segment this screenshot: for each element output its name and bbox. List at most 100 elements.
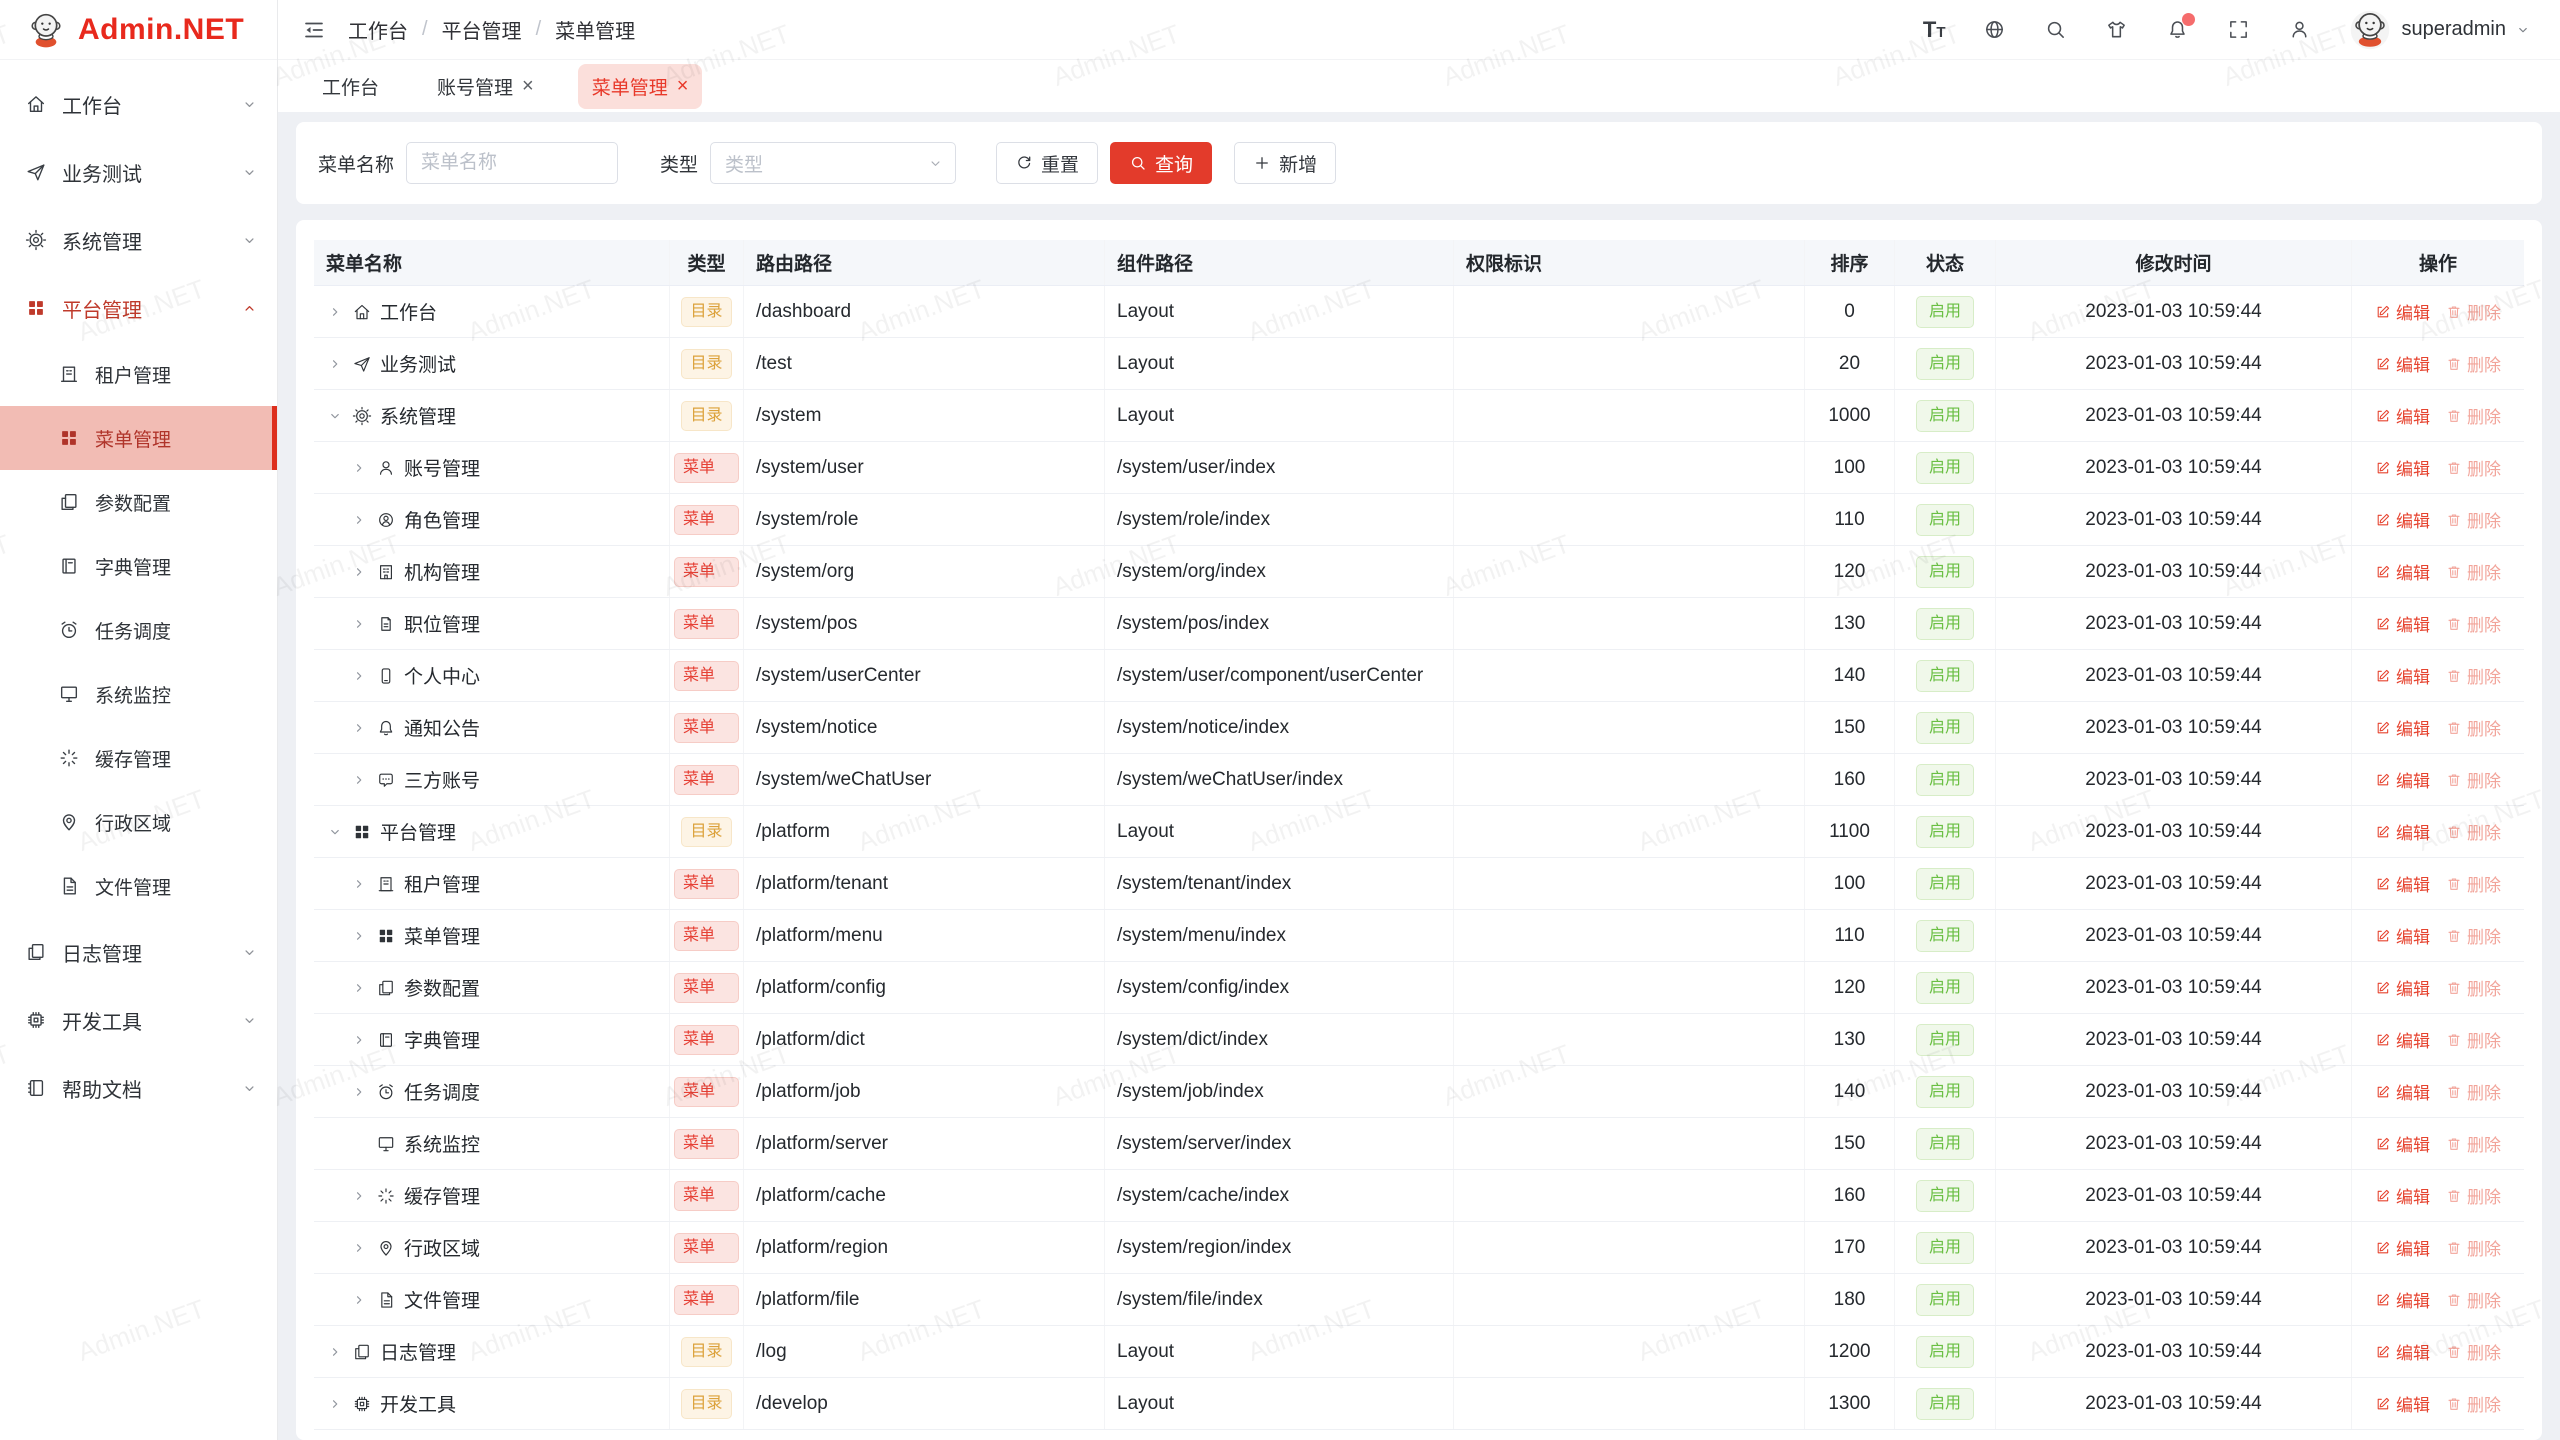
close-icon[interactable]: × (676, 75, 689, 97)
sidebar-item[interactable]: 系统管理 (0, 206, 277, 274)
notification-icon[interactable] (2166, 13, 2196, 41)
expand-icon[interactable] (350, 927, 368, 945)
edit-button[interactable]: 编辑 (2375, 975, 2430, 1000)
sidebar-item[interactable]: 文件管理 (0, 854, 277, 918)
sidebar-item[interactable]: 缓存管理 (0, 726, 277, 790)
expand-icon[interactable] (350, 615, 368, 633)
sidebar-item[interactable]: 日志管理 (0, 918, 277, 986)
sidebar-item[interactable]: 开发工具 (0, 986, 277, 1054)
delete-button[interactable]: 删除 (2446, 715, 2501, 740)
delete-button[interactable]: 删除 (2446, 1131, 2501, 1156)
edit-button[interactable]: 编辑 (2375, 1131, 2430, 1156)
edit-button[interactable]: 编辑 (2375, 1183, 2430, 1208)
logo[interactable]: Admin.NET (0, 0, 277, 60)
edit-button[interactable]: 编辑 (2375, 559, 2430, 584)
expand-icon[interactable] (350, 719, 368, 737)
delete-button[interactable]: 删除 (2446, 351, 2501, 376)
edit-button[interactable]: 编辑 (2375, 611, 2430, 636)
edit-button[interactable]: 编辑 (2375, 351, 2430, 376)
tab-item[interactable]: 账号管理 × (423, 64, 548, 109)
close-icon[interactable]: × (522, 75, 534, 97)
delete-button[interactable]: 删除 (2446, 1079, 2501, 1104)
edit-button[interactable]: 编辑 (2375, 923, 2430, 948)
fullscreen-icon[interactable] (2227, 18, 2250, 41)
expand-icon[interactable] (350, 1291, 368, 1309)
sidebar-item[interactable]: 租户管理 (0, 342, 277, 406)
sidebar-item[interactable]: 系统监控 (0, 662, 277, 726)
menu-name-input[interactable] (406, 142, 619, 184)
sidebar-item[interactable]: 工作台 (0, 70, 277, 138)
edit-button[interactable]: 编辑 (2375, 1235, 2430, 1260)
collapse-sidebar-icon[interactable] (302, 18, 326, 42)
theme-icon[interactable] (2105, 18, 2128, 41)
query-button[interactable]: 查询 (1110, 142, 1213, 184)
delete-button[interactable]: 删除 (2446, 1391, 2501, 1416)
expand-icon[interactable] (350, 563, 368, 581)
sidebar-item[interactable]: 菜单管理 (0, 406, 277, 470)
tab-item[interactable]: 工作台 (308, 64, 393, 109)
delete-button[interactable]: 删除 (2446, 1183, 2501, 1208)
delete-button[interactable]: 删除 (2446, 455, 2501, 480)
edit-button[interactable]: 编辑 (2375, 455, 2430, 480)
delete-button[interactable]: 删除 (2446, 403, 2501, 428)
delete-button[interactable]: 删除 (2446, 975, 2501, 1000)
edit-button[interactable]: 编辑 (2375, 403, 2430, 428)
expand-icon[interactable] (326, 823, 344, 841)
delete-button[interactable]: 删除 (2446, 871, 2501, 896)
edit-button[interactable]: 编辑 (2375, 663, 2430, 688)
expand-icon[interactable] (326, 407, 344, 425)
expand-icon[interactable] (350, 1187, 368, 1205)
delete-button[interactable]: 删除 (2446, 299, 2501, 324)
sidebar-item[interactable]: 业务测试 (0, 138, 277, 206)
expand-icon[interactable] (326, 1395, 344, 1413)
breadcrumb-item[interactable]: 平台管理 (441, 21, 522, 43)
expand-icon[interactable] (350, 771, 368, 789)
edit-button[interactable]: 编辑 (2375, 1339, 2430, 1364)
user-menu[interactable]: superadmin (2349, 9, 2530, 51)
edit-button[interactable]: 编辑 (2375, 507, 2430, 532)
delete-button[interactable]: 删除 (2446, 507, 2501, 532)
expand-icon[interactable] (350, 1083, 368, 1101)
delete-button[interactable]: 删除 (2446, 611, 2501, 636)
expand-icon[interactable] (326, 355, 344, 373)
delete-button[interactable]: 删除 (2446, 767, 2501, 792)
sidebar-item[interactable]: 字典管理 (0, 534, 277, 598)
edit-button[interactable]: 编辑 (2375, 1391, 2430, 1416)
font-size-icon[interactable]: TT (1922, 16, 1946, 42)
sidebar-item[interactable]: 帮助文档 (0, 1054, 277, 1122)
expand-icon[interactable] (350, 1239, 368, 1257)
edit-button[interactable]: 编辑 (2375, 715, 2430, 740)
search-icon[interactable] (2044, 18, 2067, 41)
type-select[interactable]: 类型 (710, 142, 957, 184)
delete-button[interactable]: 删除 (2446, 923, 2501, 948)
expand-icon[interactable] (350, 979, 368, 997)
sidebar-item[interactable]: 行政区域 (0, 790, 277, 854)
delete-button[interactable]: 删除 (2446, 1235, 2501, 1260)
edit-button[interactable]: 编辑 (2375, 871, 2430, 896)
edit-button[interactable]: 编辑 (2375, 1027, 2430, 1052)
expand-icon[interactable] (350, 511, 368, 529)
reset-button[interactable]: 重置 (996, 142, 1099, 184)
delete-button[interactable]: 删除 (2446, 663, 2501, 688)
edit-button[interactable]: 编辑 (2375, 819, 2430, 844)
add-button[interactable]: 新增 (1234, 142, 1337, 184)
sidebar-item[interactable]: 任务调度 (0, 598, 277, 662)
language-icon[interactable] (1983, 18, 2006, 41)
edit-button[interactable]: 编辑 (2375, 1287, 2430, 1312)
sidebar-item[interactable]: 平台管理 (0, 274, 277, 342)
sidebar-item[interactable]: 参数配置 (0, 470, 277, 534)
expand-icon[interactable] (326, 303, 344, 321)
expand-icon[interactable] (350, 875, 368, 893)
edit-button[interactable]: 编辑 (2375, 1079, 2430, 1104)
user-icon[interactable] (2288, 18, 2311, 41)
expand-icon[interactable] (350, 667, 368, 685)
breadcrumb-item[interactable]: 工作台 (348, 21, 408, 43)
delete-button[interactable]: 删除 (2446, 819, 2501, 844)
expand-icon[interactable] (350, 1031, 368, 1049)
expand-icon[interactable] (350, 459, 368, 477)
edit-button[interactable]: 编辑 (2375, 767, 2430, 792)
delete-button[interactable]: 删除 (2446, 1287, 2501, 1312)
expand-icon[interactable] (326, 1343, 344, 1361)
edit-button[interactable]: 编辑 (2375, 299, 2430, 324)
tab-active[interactable]: 菜单管理 × (577, 63, 703, 109)
